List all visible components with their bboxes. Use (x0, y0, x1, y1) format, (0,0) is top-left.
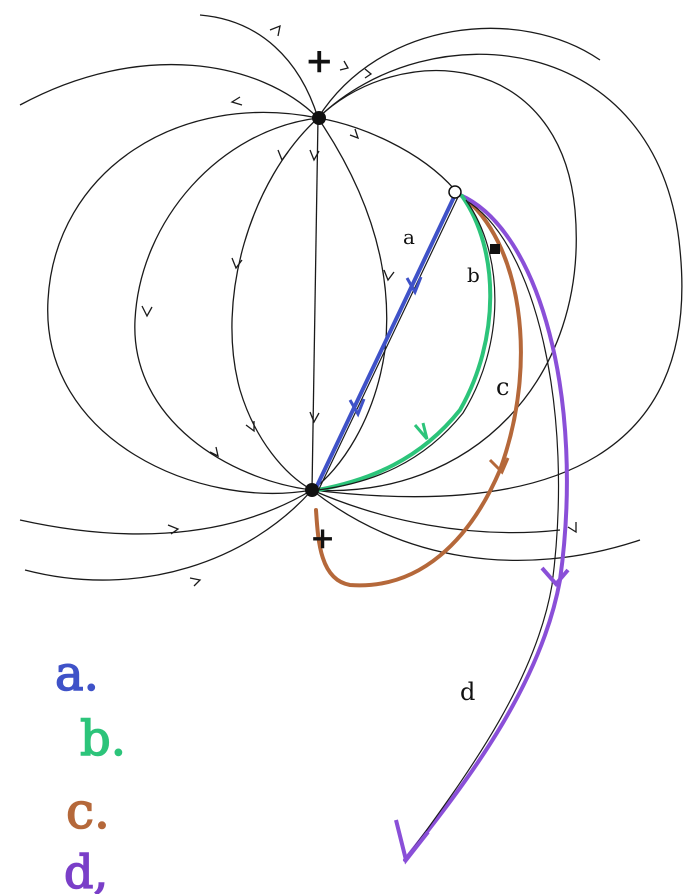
path-label-d: d (460, 678, 475, 706)
field-line-right-4 (311, 53, 683, 498)
field-arrow (567, 522, 577, 534)
field-line-right-3 (311, 69, 577, 492)
path-b (316, 194, 493, 492)
field-arrow (277, 149, 289, 162)
field-arrow (383, 269, 395, 282)
bottom-charge (305, 483, 319, 497)
field-line-right-6 (311, 489, 641, 561)
field-line-right-1 (311, 117, 388, 491)
legend-item-d: d, (64, 845, 108, 894)
field-arrow (349, 128, 360, 140)
path-b-arrow (413, 422, 429, 440)
field-arrow (141, 305, 153, 318)
field-arrow (309, 149, 320, 162)
field-arrow (230, 96, 243, 106)
field-arrow (231, 257, 243, 270)
field-line-top-loop (199, 14, 319, 119)
path-label-b: b (467, 263, 480, 287)
field-line-right-2 (317, 117, 456, 191)
field-line-left-5 (19, 489, 313, 535)
field-arrow (209, 446, 219, 458)
path-a-inner (318, 196, 459, 490)
path-c (314, 194, 523, 588)
field-line-bottom-right (311, 489, 561, 534)
path-d-inner (404, 199, 560, 861)
path-label-a: a (403, 225, 415, 249)
field-arrow (167, 524, 180, 535)
top-charge-sign: + (305, 41, 334, 81)
path-label-c: c (496, 373, 509, 401)
path-d-arrow-mid (540, 566, 570, 588)
test-charge-end-b (490, 244, 500, 254)
path-a-arrow-1 (405, 276, 423, 296)
field-arrow (189, 577, 202, 587)
path-a-arrow-2 (348, 398, 366, 418)
field-arrow (364, 68, 373, 79)
field-line-left-1 (231, 117, 319, 491)
field-arrows (141, 24, 577, 587)
test-charge (448, 185, 462, 199)
field-line-center (311, 117, 319, 491)
legend-item-c: c. (66, 782, 110, 840)
path-d-arrow-end (394, 819, 430, 865)
field-line-right-5 (317, 27, 601, 119)
legend: a. b. c. d, (54, 645, 126, 894)
field-line-left-4 (19, 63, 319, 119)
field-line-left-3 (47, 111, 319, 494)
bottom-charge-sign: + (310, 521, 335, 556)
field-arrow (309, 411, 320, 424)
field-arrow (245, 421, 255, 433)
path-c-arrow (488, 457, 510, 475)
field-lines (19, 14, 683, 581)
field-line-left-2 (134, 117, 319, 491)
path-d (403, 193, 569, 862)
field-line-left-6 (24, 489, 313, 581)
field-arrow (269, 24, 281, 37)
legend-item-b: b. (80, 711, 126, 767)
path-b-inner (317, 199, 496, 491)
top-charge (312, 111, 326, 125)
field-arrow (339, 60, 349, 71)
path-a (314, 193, 457, 490)
legend-item-a: a. (55, 646, 99, 702)
